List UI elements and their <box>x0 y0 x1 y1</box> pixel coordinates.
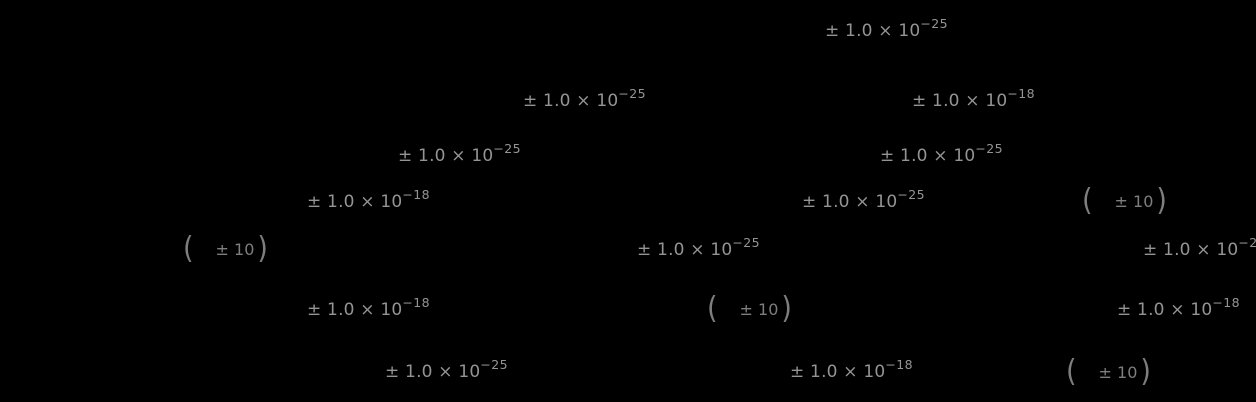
uncertainty-base: ± 1.0 × 10 <box>637 240 733 260</box>
uncertainty-label: ± 1.0 × 10−25 <box>523 87 646 111</box>
uncertainty-exponent: −25 <box>975 141 1003 156</box>
uncertainty-label: ± 1.0 × 10−25 <box>385 358 508 382</box>
uncertainty-base: ± 1.0 × 10 <box>307 300 403 320</box>
open-paren: ( <box>183 231 194 266</box>
close-paren: ) <box>781 291 792 326</box>
uncertainty-exponent: −25 <box>1238 235 1256 250</box>
uncertainty-base: ± 1.0 × 10 <box>1143 240 1239 260</box>
uncertainty-exponent: −25 <box>618 86 646 101</box>
close-paren: ) <box>1156 183 1167 218</box>
uncertainty-label: ± 1.0 × 10−18 <box>790 358 913 382</box>
uncertainty-exponent: −25 <box>480 357 508 372</box>
uncertainty-label: ± 1.0 × 10−18 <box>307 296 430 320</box>
open-paren: ( <box>1082 183 1093 218</box>
uncertainty-base: ± 1.0 × 10 <box>523 91 619 111</box>
paren-uncertainty-label: ( ± 10) <box>183 231 268 266</box>
uncertainty-label: ± 1.0 × 10−18 <box>912 87 1035 111</box>
uncertainty-label: ± 1.0 × 10−25 <box>880 142 1003 166</box>
uncertainty-base: ± 1.0 × 10 <box>825 21 921 41</box>
uncertainty-base: ± 1.0 × 10 <box>385 362 481 382</box>
uncertainty-exponent: −18 <box>402 295 430 310</box>
close-paren: ) <box>1140 354 1151 389</box>
uncertainty-exponent: −25 <box>897 187 925 202</box>
paren-uncertainty-label: ( ± 10) <box>1066 354 1151 389</box>
uncertainty-exponent: −18 <box>1212 295 1240 310</box>
uncertainty-base: ± 1.0 × 10 <box>880 146 976 166</box>
uncertainty-label: ± 1.0 × 10−25 <box>1143 236 1256 260</box>
open-paren: ( <box>707 291 718 326</box>
uncertainty-base: ± 1.0 × 10 <box>912 91 1008 111</box>
uncertainty-base: ± 1.0 × 10 <box>790 362 886 382</box>
paren-uncertainty-label: ( ± 10) <box>707 291 792 326</box>
uncertainty-base: ± 1.0 × 10 <box>307 192 403 212</box>
uncertainty-label: ± 1.0 × 10−25 <box>825 17 948 41</box>
uncertainty-label: ± 1.0 × 10−18 <box>1117 296 1240 320</box>
uncertainty-exponent: −25 <box>493 141 521 156</box>
uncertainty-exponent: −18 <box>402 187 430 202</box>
close-paren: ) <box>257 231 268 266</box>
uncertainty-inner: ± 10 <box>739 300 779 319</box>
uncertainty-inner: ± 10 <box>1114 192 1154 211</box>
uncertainty-label: ± 1.0 × 10−25 <box>802 188 925 212</box>
uncertainty-label: ± 1.0 × 10−18 <box>307 188 430 212</box>
uncertainty-base: ± 1.0 × 10 <box>1117 300 1213 320</box>
uncertainty-exponent: −18 <box>885 357 913 372</box>
uncertainty-label: ± 1.0 × 10−25 <box>398 142 521 166</box>
uncertainty-exponent: −25 <box>920 16 948 31</box>
uncertainty-inner: ± 10 <box>1098 363 1138 382</box>
paren-uncertainty-label: ( ± 10) <box>1082 183 1167 218</box>
uncertainty-inner: ± 10 <box>215 240 255 259</box>
uncertainty-exponent: −18 <box>1007 86 1035 101</box>
uncertainty-base: ± 1.0 × 10 <box>802 192 898 212</box>
uncertainty-exponent: −25 <box>732 235 760 250</box>
uncertainty-base: ± 1.0 × 10 <box>398 146 494 166</box>
uncertainty-label: ± 1.0 × 10−25 <box>637 236 760 260</box>
open-paren: ( <box>1066 354 1077 389</box>
